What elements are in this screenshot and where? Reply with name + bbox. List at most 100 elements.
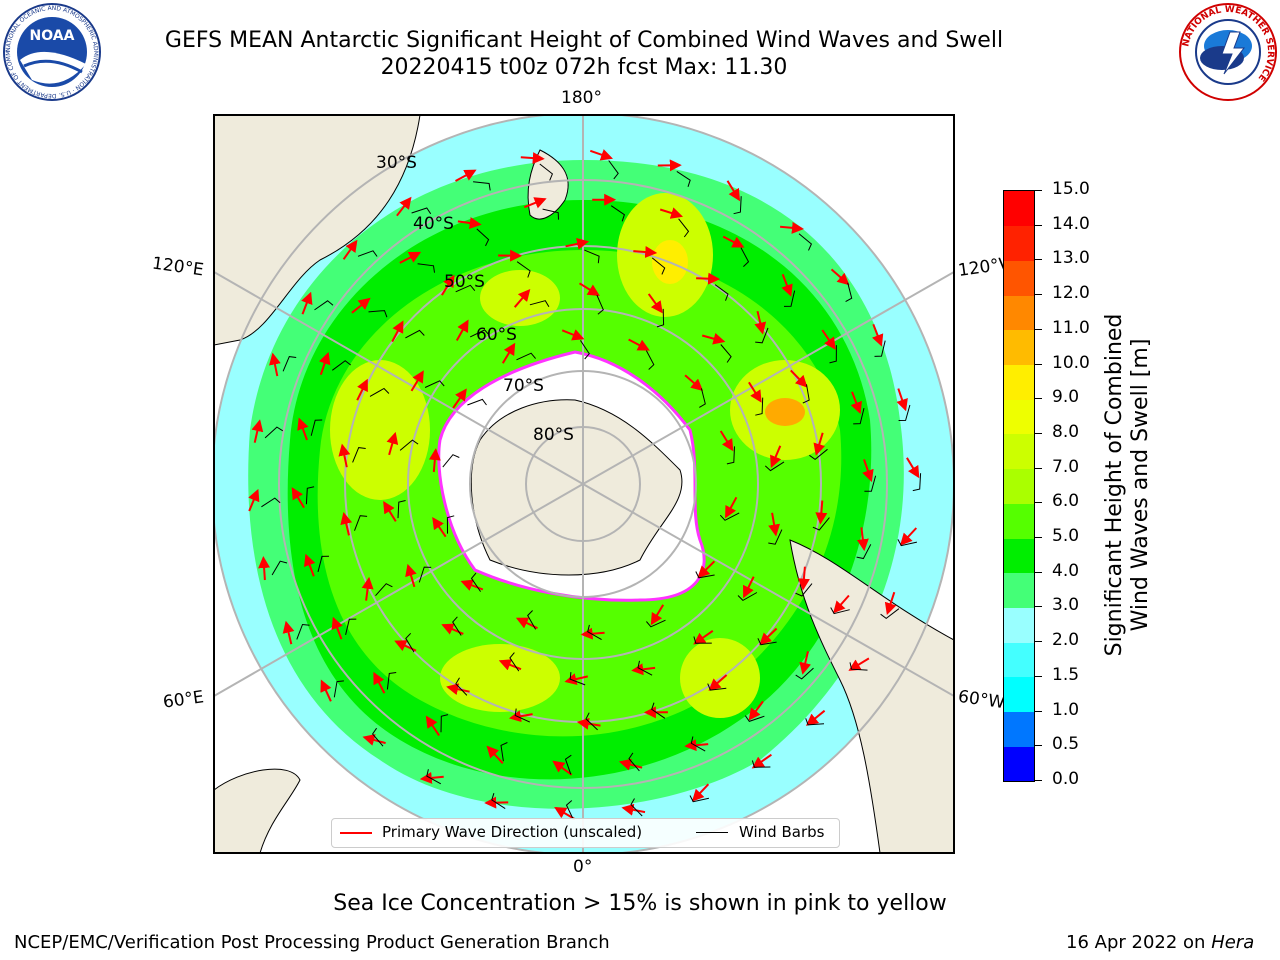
wind-barb (757, 638, 777, 646)
wind-barb (864, 475, 877, 492)
wave-arrow (708, 674, 728, 691)
wind-barb (446, 515, 455, 534)
wave-arrow (896, 388, 908, 412)
wave-arrow (759, 627, 778, 646)
colorbar-tick-label: 0.0 (1052, 769, 1080, 789)
footer-branch: NCEP/EMC/Verification Post Processing Pr… (14, 932, 610, 953)
wind-barb (333, 680, 344, 698)
colorbar-tick-mark (1034, 745, 1042, 747)
wave-arrow (696, 272, 721, 285)
wind-barb (584, 249, 600, 264)
colorbar-tick-mark (1034, 467, 1042, 469)
wind-barb (678, 218, 690, 238)
wind-barb (897, 539, 918, 547)
colorbar-swatch (1004, 329, 1034, 366)
wave-arrow (751, 753, 772, 769)
wind-barb (491, 793, 506, 810)
colorbar-swatch (1004, 191, 1034, 227)
wind-barb (720, 344, 732, 363)
wind-barb (651, 257, 666, 275)
wind-barb (849, 662, 868, 671)
colorbar-tick-mark (1034, 190, 1042, 191)
nws-logo: NATIONAL WEATHER SERVICE (1179, 3, 1277, 101)
wind-barb (856, 544, 872, 560)
svg-text:NOAA: NOAA (30, 28, 75, 44)
lon-label-top: 180° (561, 88, 602, 108)
wind-barb (874, 340, 886, 357)
wave-arrow (351, 297, 371, 314)
colorbar-swatch (1004, 607, 1034, 643)
wind-barb (305, 486, 315, 505)
colorbar-tick-mark (1034, 710, 1042, 712)
wave-arrow (633, 246, 658, 259)
wave-arrow (508, 710, 533, 723)
wave-arrow (799, 651, 812, 675)
wind-barb (368, 310, 388, 318)
wind-barb (470, 572, 482, 592)
wind-barb (579, 340, 590, 360)
wave-direction-arrows (248, 149, 920, 820)
wind-barb (357, 250, 378, 257)
wind-barb (354, 515, 368, 531)
wind-barb (516, 261, 531, 278)
wind-barb (676, 170, 691, 187)
wave-arrow (691, 783, 710, 802)
colorbar-tick-label: 9.0 (1052, 387, 1080, 408)
colorbar-swatch (1004, 711, 1034, 747)
wind-barb (473, 181, 491, 191)
wave-arrow (291, 487, 305, 509)
lat-label-60s: 60°S (476, 325, 517, 345)
footer-date: 16 Apr 2022 on (1066, 932, 1206, 953)
colorbar-tick-mark (1034, 502, 1042, 504)
lat-label-80s: 80°S (533, 425, 574, 445)
wind-barb (898, 404, 911, 421)
wind-barb (880, 608, 900, 620)
wind-barb (514, 708, 531, 723)
colorbar-tick-label: 5.0 (1052, 526, 1080, 547)
wave-arrow (452, 388, 467, 409)
wave-arrow (441, 623, 464, 635)
map-frame (213, 114, 955, 854)
wave-arrow (342, 239, 358, 260)
map-legend: Primary Wave Direction (unscaled) Wind B… (331, 818, 840, 848)
wave-arrow (628, 338, 650, 351)
wind-barb (397, 500, 406, 519)
wave-arrow (848, 657, 870, 671)
wind-barb (426, 769, 442, 785)
wind-barb (261, 497, 281, 508)
wind-barb (798, 233, 813, 251)
wave-arrow (564, 673, 589, 685)
wind-barb (829, 345, 837, 364)
colorbar-tick-label: 1.5 (1052, 664, 1080, 685)
colorbar-tick-mark (1034, 432, 1042, 434)
wave-arrow (647, 293, 663, 314)
wave-arrow (425, 715, 440, 737)
wind-barb (768, 529, 783, 545)
wind-barb (719, 512, 740, 521)
wave-arrow (320, 679, 332, 702)
colorbar-tick-mark (1034, 537, 1042, 539)
wave-arrow (524, 197, 547, 209)
colorbar-tick-mark (1034, 606, 1042, 608)
wind-barb (726, 446, 735, 465)
wind-barb (455, 284, 476, 293)
colorbar-tick-mark (1034, 780, 1042, 781)
colorbar-tick-label: 6.0 (1052, 491, 1080, 512)
wind-barb (795, 667, 814, 680)
wave-arrow (621, 803, 646, 816)
colorbar-tick-mark (1034, 259, 1042, 261)
wind-barb (317, 555, 330, 573)
wind-barb (455, 677, 468, 696)
wave-arrow (269, 352, 281, 377)
wave-arrow (743, 576, 755, 599)
wave-arrow (405, 563, 417, 588)
wind-barb (690, 736, 706, 752)
wind-barb (509, 652, 520, 672)
colorbar-swatch (1004, 676, 1034, 713)
wind-barb (417, 263, 435, 273)
wave-arrow (410, 370, 424, 392)
wave-arrow (428, 448, 441, 473)
wave-arrow (856, 527, 869, 552)
wave-arrow (498, 659, 522, 671)
